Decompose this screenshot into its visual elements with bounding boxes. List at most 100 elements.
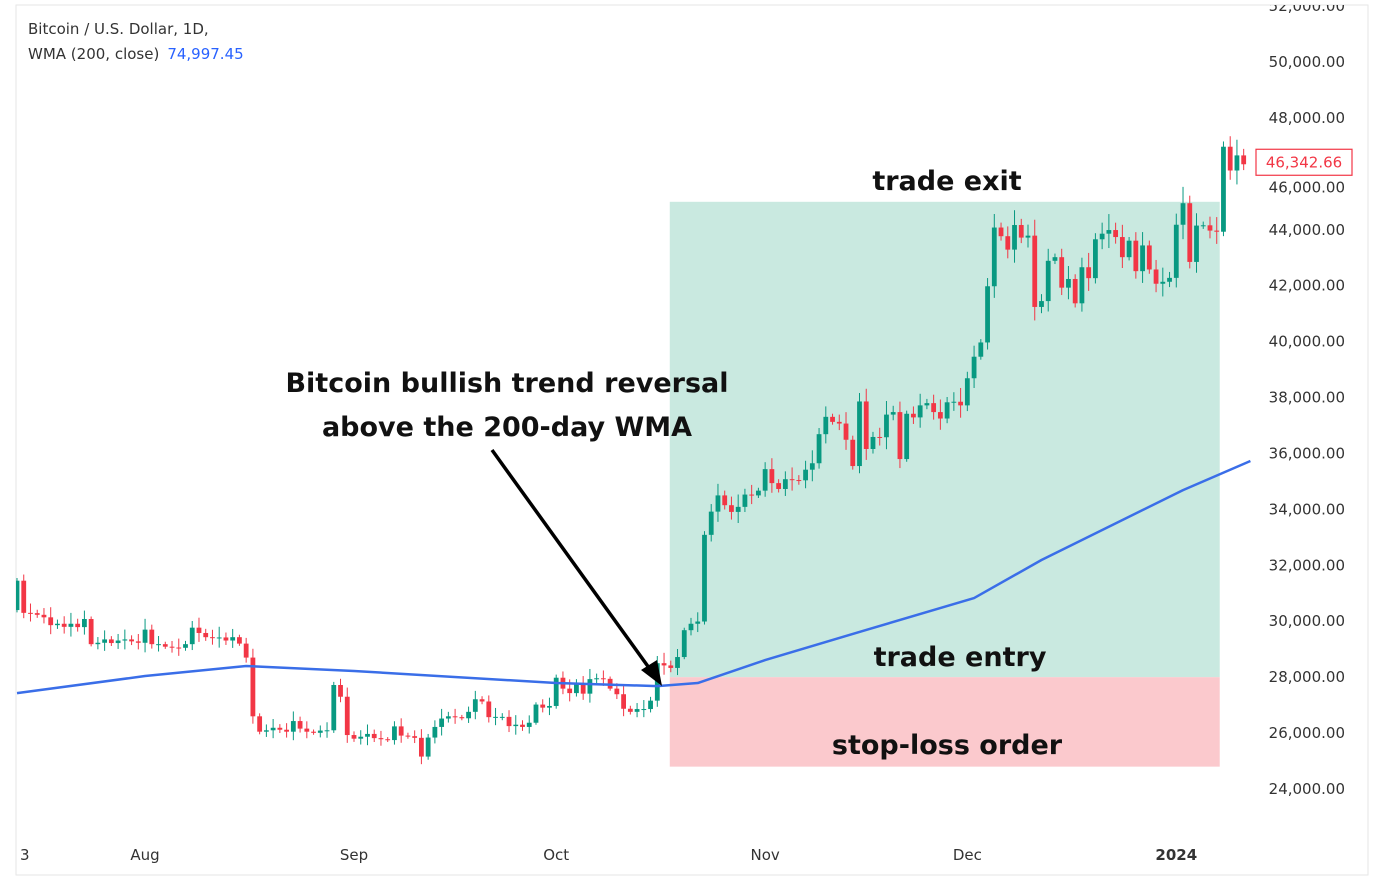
- x-tick-label: Oct: [543, 846, 569, 864]
- candle: [21, 574, 27, 619]
- candle: [257, 713, 263, 735]
- candle-body: [324, 730, 330, 732]
- candle-body: [668, 665, 674, 668]
- y-tick-label: 44,000.00: [1269, 221, 1345, 239]
- candle: [149, 624, 155, 649]
- candle-body: [297, 721, 303, 729]
- candle-body: [998, 227, 1004, 237]
- candle: [668, 660, 674, 673]
- y-tick-label: 32,000.00: [1269, 556, 1345, 574]
- candle: [587, 668, 593, 703]
- x-tick-label: 3: [20, 846, 30, 864]
- candle: [1086, 252, 1092, 291]
- candle: [351, 731, 357, 742]
- candle: [1018, 218, 1024, 244]
- candle-body: [1059, 257, 1065, 288]
- y-tick-label: 38,000.00: [1269, 389, 1345, 407]
- candle: [499, 713, 505, 721]
- candle-body: [1187, 203, 1193, 262]
- indicator-value: 74,997.45: [167, 45, 244, 63]
- candle: [816, 428, 822, 469]
- candle: [122, 629, 128, 650]
- candle: [156, 636, 161, 652]
- candle: [358, 730, 364, 745]
- candle-body: [149, 629, 155, 645]
- candle-body: [1079, 267, 1085, 304]
- candle: [223, 632, 229, 645]
- candle-body: [1194, 225, 1199, 262]
- candle: [1214, 217, 1220, 244]
- candle-body: [156, 644, 161, 646]
- candle: [796, 475, 802, 485]
- candle-body: [553, 677, 559, 706]
- candle-body: [1012, 225, 1017, 250]
- candle: [425, 733, 431, 760]
- candle-body: [857, 401, 862, 467]
- candle: [951, 392, 957, 411]
- candle: [756, 487, 761, 499]
- candle: [1039, 294, 1044, 314]
- reversal-annotation: Bitcoin bullish trend reversal above the…: [285, 362, 728, 450]
- candle-body: [533, 704, 539, 723]
- candle: [506, 710, 512, 733]
- candle: [371, 729, 377, 743]
- candle-body: [506, 716, 512, 727]
- last-price-tag: [1255, 148, 1353, 176]
- candle: [722, 490, 728, 510]
- candle: [1227, 136, 1233, 180]
- candle: [297, 716, 303, 733]
- profit-zone: [669, 201, 1220, 678]
- candle-body: [203, 632, 209, 638]
- candle: [782, 471, 788, 496]
- candle: [1173, 213, 1179, 288]
- candle: [964, 371, 970, 412]
- candle-body: [1106, 230, 1112, 234]
- candle: [304, 721, 310, 739]
- candle-body: [95, 642, 101, 645]
- candle: [742, 488, 748, 513]
- candle: [486, 695, 492, 723]
- candle-body: [964, 378, 970, 406]
- last-price-label: 46,342.66: [1266, 153, 1342, 171]
- candle: [1167, 271, 1172, 288]
- candle: [378, 730, 384, 746]
- candle-body: [257, 716, 263, 732]
- candle: [971, 345, 977, 388]
- candle-body: [513, 724, 519, 727]
- candle-body: [702, 534, 707, 622]
- candle-body: [803, 469, 808, 481]
- candle: [263, 724, 269, 737]
- candle-body: [344, 696, 350, 736]
- candle: [580, 676, 586, 700]
- candle-body: [1025, 235, 1031, 238]
- indicator-legend: WMA (200, close) 74,997.45: [28, 45, 244, 63]
- candle-body: [210, 637, 215, 639]
- candle-body: [547, 705, 552, 708]
- candle-body: [317, 730, 323, 733]
- candle: [135, 634, 141, 650]
- candle: [95, 637, 101, 650]
- candle-body: [567, 688, 573, 694]
- candle: [1119, 224, 1125, 269]
- loss-zone: [669, 677, 1220, 767]
- candle-body: [937, 412, 943, 419]
- candle: [749, 484, 755, 505]
- candle-body: [75, 623, 81, 628]
- candle: [365, 724, 370, 746]
- candle-body: [1005, 236, 1011, 250]
- candle: [196, 617, 202, 642]
- candle-body: [243, 643, 249, 658]
- candle-body: [216, 637, 222, 639]
- candle: [28, 603, 33, 622]
- candle-body: [1200, 225, 1206, 227]
- candle: [702, 531, 707, 625]
- candle-body: [681, 630, 687, 658]
- candle-body: [412, 736, 418, 738]
- candle: [412, 730, 418, 744]
- candle-body: [1221, 146, 1226, 232]
- candle-body: [688, 623, 694, 631]
- candle-body: [28, 612, 33, 614]
- candle: [958, 387, 963, 418]
- candle-body: [911, 413, 916, 418]
